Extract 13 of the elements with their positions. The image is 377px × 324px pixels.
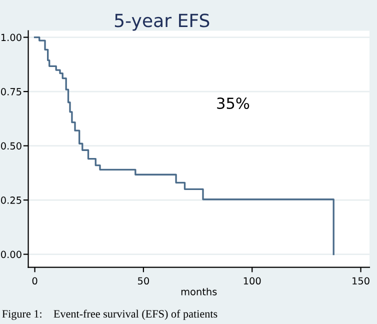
x-tick-label: 50 bbox=[138, 277, 149, 285]
y-tick-label: 0.00 bbox=[1, 250, 22, 258]
caption: Figure 1: Event-free survival (EFS) of patients bbox=[2, 310, 218, 320]
chart-title: 5-year EFS bbox=[114, 14, 210, 31]
y-tick-label: 0.25 bbox=[1, 196, 22, 204]
x-tick-label: 0 bbox=[32, 277, 38, 285]
y-tick-label: 1.00 bbox=[1, 34, 22, 42]
annotation: 35% bbox=[217, 97, 250, 110]
x-tick-label: 150 bbox=[352, 277, 370, 285]
x-axis-title: months bbox=[181, 288, 217, 296]
y-tick-label: 0.75 bbox=[1, 88, 22, 96]
y-tick-label: 0.50 bbox=[1, 142, 22, 150]
x-tick-label: 100 bbox=[244, 277, 261, 285]
